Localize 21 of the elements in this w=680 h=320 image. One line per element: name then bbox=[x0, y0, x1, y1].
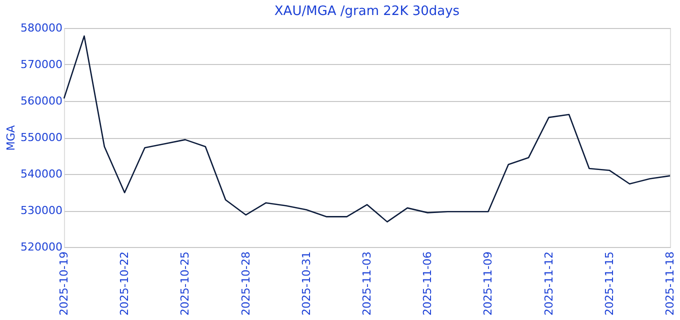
y-tick-label: 520000 bbox=[20, 240, 62, 254]
x-tick-label: 2025-11-15 bbox=[602, 252, 616, 316]
x-tick-label: 2025-11-12 bbox=[542, 252, 556, 316]
x-tick-label: 2025-10-19 bbox=[58, 252, 70, 316]
y-tick-label: 550000 bbox=[20, 131, 62, 144]
line-series bbox=[63, 35, 671, 222]
x-tick-label: 2025-11-18 bbox=[664, 252, 676, 316]
y-tick-label: 580000 bbox=[20, 22, 62, 34]
y-tick-label: 530000 bbox=[20, 204, 62, 217]
y-tick-label: 540000 bbox=[20, 168, 62, 180]
y-tick-label: 560000 bbox=[20, 94, 62, 108]
y-tick-label: 570000 bbox=[20, 58, 62, 71]
y-axis-title: MGA bbox=[4, 124, 18, 151]
x-tick-label: 2025-11-03 bbox=[360, 252, 374, 316]
x-tick-label: 2025-10-25 bbox=[178, 252, 192, 316]
x-tick-label: 2025-10-28 bbox=[239, 252, 252, 316]
chart-title: XAU/MGA /gram 22K 30days bbox=[274, 4, 460, 19]
x-tick-label: 2025-11-09 bbox=[482, 252, 495, 316]
x-tick-label: 2025-11-06 bbox=[421, 252, 434, 316]
x-tick-label: 2025-10-31 bbox=[300, 252, 313, 316]
x-tick-label: 2025-10-22 bbox=[118, 252, 132, 316]
